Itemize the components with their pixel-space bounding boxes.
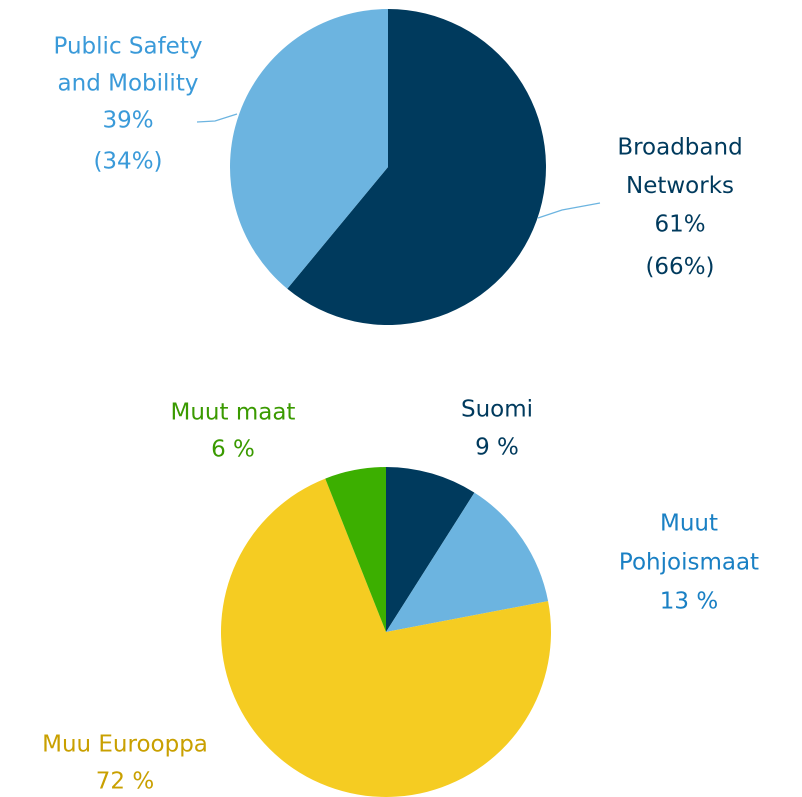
leader-line	[537, 202, 601, 219]
pie-slice	[325, 467, 386, 632]
value-label: 39%	[102, 108, 153, 134]
value-label: 9 %	[475, 435, 519, 461]
slice-label: Suomi	[461, 397, 533, 423]
pie-slice	[287, 9, 546, 325]
prior-value-label: (34%)	[93, 149, 162, 175]
slice-label: Muut maat	[171, 400, 296, 426]
slice-label: and Mobility	[58, 71, 199, 97]
slice-label: Networks	[626, 173, 734, 199]
value-label: 61%	[654, 212, 705, 238]
pie-slice	[386, 492, 549, 632]
slice-label: Muu Eurooppa	[42, 732, 208, 758]
pie-slice	[386, 467, 475, 632]
leader-line	[196, 113, 238, 123]
value-label: 13 %	[660, 589, 718, 615]
slice-label: Broadband	[617, 135, 742, 161]
pie-slice	[230, 9, 388, 289]
slice-label: Pohjoismaat	[619, 550, 759, 576]
value-label: 6 %	[211, 437, 255, 463]
value-label: 72 %	[96, 769, 154, 795]
slice-label: Public Safety	[54, 34, 203, 60]
slice-label: Muut	[660, 511, 718, 537]
prior-value-label: (66%)	[645, 254, 714, 280]
pie-slice	[220, 478, 551, 797]
